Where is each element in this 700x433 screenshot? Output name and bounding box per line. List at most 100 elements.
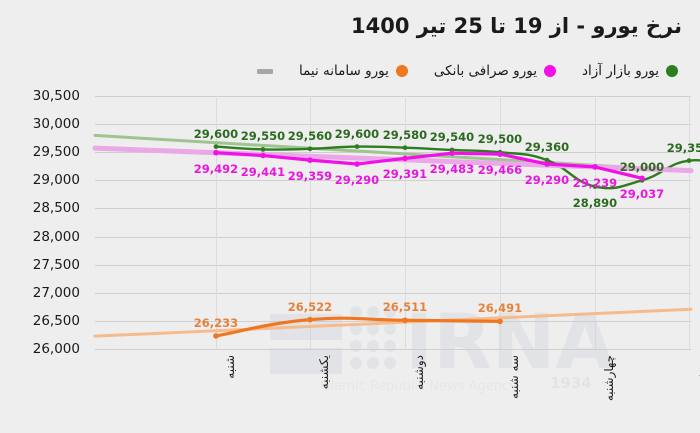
legend-dot-icon [395, 65, 408, 77]
x-axis-tick-label: یکشنبه [317, 355, 331, 390]
data-point-marker [592, 164, 598, 170]
series-lines [92, 133, 700, 339]
data-point-marker [686, 158, 692, 164]
data-point-label: 29,000 [619, 160, 665, 175]
data-point-label: 29,037 [619, 187, 665, 202]
chart-legend: یورو بازار آزاد یورو صرافی بانکی یورو ساما… [120, 58, 678, 84]
x-axis-tick: یکشنبه [310, 355, 331, 425]
data-point-label: 29,391 [382, 167, 428, 182]
vertical-grid-line [216, 96, 217, 349]
vertical-grid-line [595, 96, 596, 349]
x-axis-tick: شنبه [216, 355, 237, 425]
legend-trendline[interactable] [250, 68, 274, 74]
y-axis-tick-label: 27,500 [32, 256, 80, 273]
x-axis-tick-label: پنجشنبه [696, 355, 700, 395]
series-line [214, 145, 700, 190]
data-point-label: 29,239 [572, 175, 618, 190]
data-point-marker [639, 175, 645, 182]
grid-line [95, 124, 691, 126]
page-title: نرخ یورو - از 19 تا 25 تیر 1400 [350, 14, 682, 38]
grid-line [95, 96, 691, 97]
legend-item-label: یورو سامانه نیما [299, 63, 389, 79]
vertical-grid-line [500, 96, 501, 349]
data-point-label: 26,233 [193, 315, 239, 330]
y-axis-labels: 30,500 30,000 29,500 29,000 28,500 28,000 27,5… [0, 88, 88, 357]
data-point-marker [402, 317, 408, 324]
x-axis-tick-label: سه شنبه [507, 355, 521, 400]
data-point-marker [449, 150, 455, 156]
x-axis-tick: پنجشنبه [689, 355, 700, 425]
data-point-label: 29,560 [287, 128, 333, 143]
data-point-label: 29,500 [477, 132, 523, 147]
y-axis-tick-label: 26,500 [32, 312, 80, 329]
data-point-label: 29,350 [666, 140, 700, 155]
data-point-marker [213, 333, 219, 339]
data-point-marker [497, 318, 503, 325]
data-point-label: 29,290 [334, 173, 380, 188]
grid-line [95, 208, 691, 210]
grid-line [95, 236, 691, 238]
data-point-label: 29,540 [429, 129, 475, 144]
data-point-marker [544, 161, 550, 167]
data-point-marker [260, 147, 266, 152]
vertical-grid-line [310, 96, 311, 349]
data-point-marker [213, 144, 219, 149]
legend-dot-icon [543, 65, 556, 77]
data-point-label: 29,483 [429, 162, 475, 177]
data-point-label: 26,522 [287, 299, 333, 314]
data-point-label: 29,600 [334, 126, 380, 141]
y-axis-tick-label: 27,000 [32, 284, 80, 301]
data-point-label: 29,580 [382, 127, 428, 142]
data-point-marker [307, 316, 313, 323]
x-axis-tick: دوشنبه [405, 355, 426, 425]
legend-dot-icon [666, 65, 678, 77]
data-point-marker [354, 161, 360, 167]
data-point-marker [544, 157, 550, 163]
trend-line [93, 307, 693, 338]
grid-line [95, 349, 691, 350]
data-point-marker [260, 152, 266, 159]
data-point-label: 26,491 [477, 301, 523, 316]
x-axis-tick: چهارشنبه [595, 355, 616, 425]
series-line [214, 151, 644, 180]
x-axis-tick-label: شنبه [223, 355, 237, 379]
data-point-marker [402, 155, 408, 162]
vertical-grid-line [689, 96, 690, 349]
data-point-label: 29,492 [193, 161, 239, 176]
data-point-marker [497, 151, 503, 157]
data-point-marker [592, 184, 598, 189]
legend-free-market[interactable]: یورو بازار آزاد [582, 63, 678, 79]
data-point-label: 29,359 [287, 169, 333, 184]
legend-bank-exchange[interactable]: یورو صرافی بانکی [434, 63, 556, 79]
plot-area: IRNA 1934 Islamic Republic News Agency 2… [92, 96, 700, 394]
data-point-label: 29,360 [524, 140, 570, 155]
grid-line [95, 180, 691, 182]
data-point-label: 29,466 [477, 163, 523, 178]
data-point-marker [402, 145, 408, 151]
y-axis-tick-label: 29,000 [32, 172, 80, 189]
series-line [214, 316, 502, 338]
x-axis-labels: شنبه یکشنبه دوشنبه سه شنبه چهارشنبه پنجشنبه [95, 349, 700, 433]
legend-item-label: یورو صرافی بانکی [433, 63, 537, 79]
grid-line [95, 292, 691, 294]
data-point-label: 29,600 [193, 126, 239, 141]
y-axis-tick-label: 28,000 [32, 228, 80, 245]
y-axis-tick-label: 26,000 [32, 341, 80, 357]
vertical-grid-line [405, 96, 406, 349]
legend-nima-system[interactable]: یورو سامانه نیما [299, 63, 408, 79]
data-point-marker [307, 146, 313, 152]
y-axis-tick-label: 30,000 [32, 116, 80, 133]
data-point-label: 29,550 [240, 129, 286, 144]
data-point-label: 28,890 [572, 195, 618, 210]
data-point-marker [307, 157, 313, 163]
x-axis-tick-label: دوشنبه [412, 355, 426, 390]
data-point-marker [213, 149, 219, 156]
y-axis-tick-label: 28,500 [32, 200, 80, 217]
data-point-label: 29,441 [240, 164, 286, 179]
x-axis-tick-label: چهارشنبه [602, 355, 616, 402]
legend-item-label: یورو بازار آزاد [581, 63, 659, 79]
legend-dash-icon [257, 68, 274, 74]
data-point-marker [354, 144, 360, 149]
data-point-label: 29,290 [524, 173, 570, 188]
